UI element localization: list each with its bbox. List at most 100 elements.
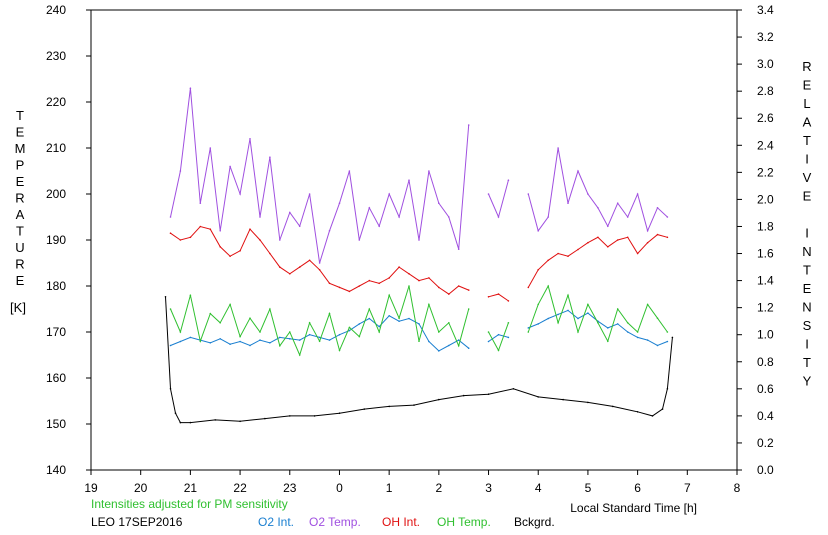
series-line — [170, 225, 469, 295]
left-label-letter: E — [16, 125, 25, 140]
left-tick-label: 140 — [46, 463, 66, 477]
right-label-letter: N — [802, 244, 811, 259]
left-tick-label: 240 — [46, 3, 66, 17]
x-tick-label: 19 — [84, 481, 98, 495]
left-label-letter: P — [16, 158, 25, 173]
left-tick-label: 190 — [46, 233, 66, 247]
sensitivity-note: Intensities adjusted for PM sensitivity — [91, 497, 288, 511]
right-tick-label: 2.6 — [757, 111, 774, 125]
right-tick-label: 2.4 — [757, 138, 774, 152]
series-oh-temp — [169, 284, 669, 357]
right-tick-label: 1.2 — [757, 301, 774, 315]
right-tick-label: 0.4 — [757, 409, 774, 423]
legend-oh-temp: OH Temp. — [437, 515, 491, 529]
left-tick-label: 180 — [46, 279, 66, 293]
left-axis-unit: [K] — [10, 300, 26, 315]
x-tick-label: 2 — [436, 481, 443, 495]
right-tick-label: 1.4 — [757, 274, 774, 288]
series-o2-temp — [169, 87, 669, 264]
legend-o2-int: O2 Int. — [258, 515, 294, 529]
right-tick-label: 3.4 — [757, 3, 774, 17]
right-label-letter: A — [803, 115, 812, 130]
right-label-letter: E — [803, 78, 812, 93]
legend-oh-int: OH Int. — [382, 515, 420, 529]
right-tick-label: 1.8 — [757, 219, 774, 233]
x-tick-label: 0 — [336, 481, 343, 495]
right-label-letter: E — [803, 189, 812, 204]
right-tick-label: 0.6 — [757, 382, 774, 396]
x-tick-label: 21 — [184, 481, 198, 495]
right-tick-label: 0.0 — [757, 463, 774, 477]
left-label-letter: T — [16, 224, 24, 239]
right-tick-label: 0.2 — [757, 436, 774, 450]
series-line — [488, 180, 509, 219]
left-tick-label: 220 — [46, 95, 66, 109]
left-tick-label: 200 — [46, 187, 66, 201]
plot-frame — [90, 9, 738, 471]
series-line — [527, 147, 668, 233]
left-label-letter: T — [16, 108, 24, 123]
right-label-letter: T — [803, 263, 811, 278]
right-tick-label: 3.2 — [757, 30, 774, 44]
x-tick-label: 1 — [386, 481, 393, 495]
series-line — [528, 309, 668, 347]
series-line — [527, 284, 668, 343]
series-oh-int — [169, 225, 669, 302]
left-label-letter: E — [16, 174, 25, 189]
right-label-letter: Y — [803, 374, 812, 389]
x-tick-label: 20 — [134, 481, 148, 495]
series-line — [170, 285, 470, 357]
series-line — [488, 322, 509, 352]
legend-o2-temp: O2 Temp. — [309, 515, 361, 529]
left-label-letter: E — [16, 273, 25, 288]
series-line — [527, 234, 668, 288]
x-axis: 19 20 21 22 23 0 1 2 3 4 5 6 7 8 — [84, 470, 741, 495]
x-tick-label: 23 — [283, 481, 297, 495]
series-line — [488, 293, 509, 302]
x-tick-label: 22 — [233, 481, 247, 495]
right-label-letter: I — [805, 337, 809, 352]
series-line — [488, 334, 509, 342]
right-axis: 0.0 0.2 0.4 0.6 0.8 1.0 1.2 1.4 1.6 1.8 2.0 2.2 2.4 2… — [737, 3, 774, 477]
left-label-letter: A — [16, 207, 25, 222]
right-label-letter: S — [803, 318, 812, 333]
right-tick-label: 2.8 — [757, 84, 774, 98]
right-tick-label: 2.2 — [757, 165, 774, 179]
left-tick-label: 210 — [46, 141, 66, 155]
left-tick-label: 160 — [46, 371, 66, 385]
series-line — [170, 88, 470, 264]
right-label-letter: N — [802, 300, 811, 315]
x-tick-label: 6 — [634, 481, 641, 495]
left-tick-label: 170 — [46, 325, 66, 339]
right-label-letter: R — [802, 59, 811, 74]
left-label-letter: R — [15, 257, 24, 272]
right-label-letter: I — [805, 152, 809, 167]
left-axis: 140 150 160 170 180 190 200 210 220 230 240 — [46, 3, 91, 477]
left-label-letter: R — [15, 191, 24, 206]
left-tick-label: 150 — [46, 417, 66, 431]
series-line — [165, 296, 673, 424]
right-label-letter: E — [803, 281, 812, 296]
legend-bckgrd: Bckgrd. — [514, 515, 555, 529]
x-tick-label: 3 — [485, 481, 492, 495]
right-tick-label: 3.0 — [757, 57, 774, 71]
x-tick-label: 7 — [684, 481, 691, 495]
right-label-letter: T — [803, 133, 811, 148]
series-bckgrd — [164, 296, 674, 424]
right-tick-label: 1.6 — [757, 247, 774, 261]
right-tick-label: 1.0 — [757, 328, 774, 342]
series-line — [170, 315, 470, 352]
station-date: LEO 17SEP2016 — [91, 515, 183, 529]
x-tick-label: 5 — [585, 481, 592, 495]
right-label-letter: I — [805, 226, 809, 241]
x-tick-label: 4 — [535, 481, 542, 495]
left-label-letter: M — [15, 141, 26, 156]
series-layer — [164, 87, 674, 424]
x-axis-label: Local Standard Time [h] — [570, 501, 697, 515]
right-tick-label: 0.8 — [757, 355, 774, 369]
left-label-letter: U — [15, 240, 24, 255]
right-label-letter: L — [803, 96, 810, 111]
